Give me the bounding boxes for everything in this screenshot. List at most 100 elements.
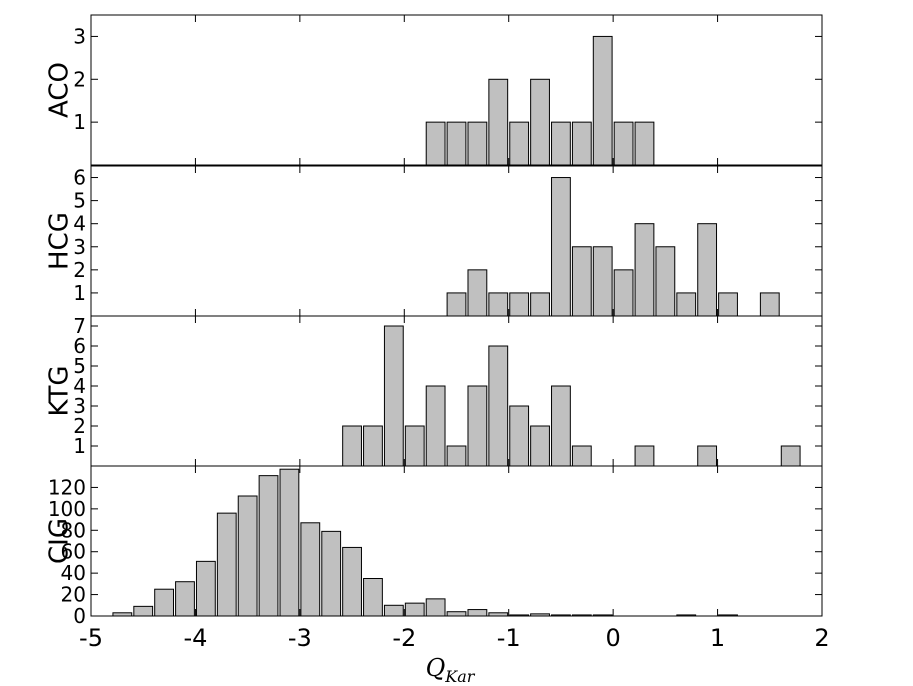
bar-aco-10: [634, 121, 655, 166]
bar-cig-5: [216, 512, 237, 617]
bar-aco-8: [592, 35, 613, 166]
bar-aco-6: [551, 121, 571, 166]
bar-ktg-11: [571, 445, 592, 467]
x-axis-label: QKar: [426, 654, 476, 686]
bar-cig-14: [404, 602, 425, 617]
x-tick-label--3: -3: [288, 624, 312, 652]
bar-ktg-7: [488, 345, 509, 467]
y-tick-label-hcg-4: 4: [73, 212, 86, 236]
x-axis-label-sub: Kar: [444, 667, 475, 686]
bar-cig-2: [154, 588, 174, 617]
bar-cig-13: [383, 604, 404, 617]
bar-aco-5: [530, 78, 550, 166]
bar-ktg-0: [342, 425, 362, 467]
y-tick-label-hcg-3: 3: [73, 235, 86, 259]
x-tick-label-1: 1: [710, 624, 725, 652]
bar-ktg-5: [446, 445, 467, 467]
y-tick-label-aco-3: 3: [73, 24, 86, 48]
y-tick-label-hcg-1: 1: [73, 281, 86, 305]
y-tick-label-ktg-3: 3: [73, 394, 86, 418]
bar-aco-1: [446, 121, 467, 166]
y-tick-label-cig-0: 0: [73, 604, 86, 628]
bar-hcg-9: [634, 223, 655, 317]
panel-label-hcg: HCG: [45, 212, 75, 270]
bar-hcg-5: [551, 177, 571, 317]
y-tick-label-ktg-5: 5: [73, 354, 86, 378]
bar-aco-4: [509, 121, 530, 166]
bar-ktg-8: [509, 405, 530, 467]
bar-hcg-13: [718, 292, 738, 317]
y-tick-label-aco-1: 1: [73, 110, 86, 134]
x-tick-label--2: -2: [392, 624, 416, 652]
bar-ktg-10: [551, 385, 571, 467]
bar-hcg-7: [592, 246, 613, 317]
bar-cig-9: [300, 522, 321, 617]
bar-hcg-8: [613, 269, 634, 317]
x-axis: -5 -4 -3 -2 -1 0 1 2: [79, 624, 830, 652]
y-tick-label-cig-80: 80: [61, 518, 86, 542]
bar-hcg-2: [488, 292, 509, 317]
y-tick-label-ktg-2: 2: [73, 414, 86, 438]
y-tick-label-ktg-7: 7: [73, 314, 86, 338]
bar-hcg-1: [467, 269, 488, 317]
bar-ktg-3: [404, 425, 425, 467]
bar-cig-6: [237, 495, 258, 617]
x-tick-label-0: 0: [606, 624, 621, 652]
bar-hcg-10: [655, 246, 676, 317]
bar-hcg-14: [759, 292, 780, 317]
bar-ktg-2: [383, 325, 404, 467]
y-tick-label-ktg-1: 1: [73, 434, 86, 458]
bar-hcg-11: [676, 292, 697, 317]
bar-aco-0: [425, 121, 446, 166]
bar-ktg-4: [425, 385, 446, 467]
bar-cig-16: [446, 611, 467, 617]
x-tick-label--1: -1: [497, 624, 521, 652]
bar-ktg-6: [467, 385, 488, 467]
bar-hcg-6: [571, 246, 592, 317]
bar-cig-4: [195, 560, 216, 617]
y-tick-label-cig-100: 100: [48, 497, 86, 521]
panel-label-cig: CIG: [45, 518, 75, 564]
bar-hcg-0: [446, 292, 467, 317]
panel-aco: 1 2 3 ACO: [45, 14, 823, 166]
y-tick-label-hcg-2: 2: [73, 258, 86, 282]
bar-aco-9: [613, 121, 634, 166]
bar-aco-3: [488, 78, 509, 166]
panel-frame-ktg: [90, 315, 823, 467]
panel-label-ktg: KTG: [45, 365, 75, 416]
panels-layer: 123ACO123456HCG1234567KTG020406080100120…: [45, 14, 823, 628]
bar-cig-17: [467, 609, 488, 617]
bar-cig-11: [342, 546, 362, 617]
x-tick-label--5: -5: [79, 624, 103, 652]
panel-label-aco: ACO: [45, 62, 75, 118]
y-tick-label-hcg-6: 6: [73, 166, 86, 190]
y-tick-label-aco-2: 2: [73, 67, 86, 91]
x-tick-label-2: 2: [814, 624, 829, 652]
bar-cig-8: [279, 468, 300, 617]
y-tick-label-ktg-6: 6: [73, 334, 86, 358]
panel-frame-cig: [90, 465, 823, 617]
bar-aco-7: [571, 121, 592, 166]
bar-ktg-9: [530, 425, 550, 467]
x-tick-label--4: -4: [183, 624, 207, 652]
bar-aco-2: [467, 121, 488, 166]
y-tick-label-cig-20: 20: [61, 583, 86, 607]
panel-frame-aco: [90, 14, 823, 166]
bar-cig-7: [258, 475, 279, 617]
bar-cig-15: [425, 598, 446, 617]
bar-cig-3: [175, 581, 195, 617]
y-tick-label-hcg-5: 5: [73, 189, 86, 213]
bar-hcg-12: [697, 223, 718, 317]
bar-cig-1: [133, 605, 154, 617]
bar-hcg-4: [530, 292, 550, 317]
bar-ktg-1: [363, 425, 383, 467]
bar-ktg-12: [634, 445, 655, 467]
bar-ktg-13: [697, 445, 718, 467]
y-tick-label-cig-60: 60: [61, 540, 86, 564]
bar-hcg-3: [509, 292, 530, 317]
y-tick-label-cig-40: 40: [61, 561, 86, 585]
